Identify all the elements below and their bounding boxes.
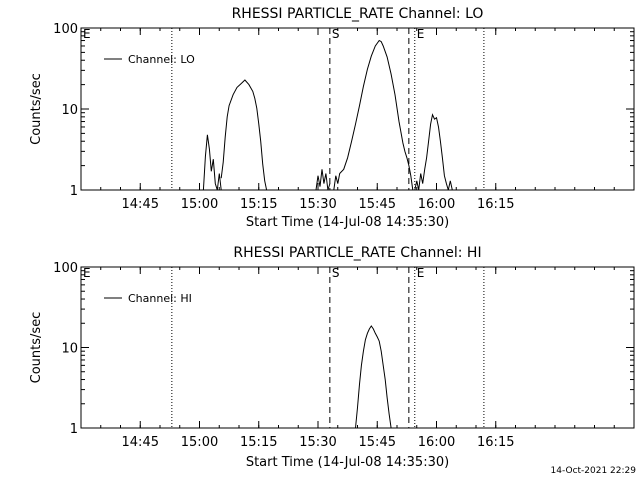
panel-1-x-axis-label: Start Time (14-Jul-08 14:35:30) <box>246 215 449 230</box>
panel-1-x-tick-label: 15:00 <box>181 197 218 212</box>
panel-2-y-axis-label: Counts/sec <box>29 312 44 384</box>
panel-1-series-line-segment-2 <box>220 79 268 191</box>
panel-1-series-line-segment-4 <box>333 39 414 191</box>
panel-1-y-tick-label: 1 <box>70 184 78 199</box>
panel-2-marker-label: E <box>417 266 425 280</box>
panel-1-x-tick-label: 15:15 <box>240 197 277 212</box>
panel-1-x-tick-label: 15:30 <box>299 197 336 212</box>
panel-2-x-tick-label: 16:00 <box>418 435 455 450</box>
panel-2-y-tick-label: 10 <box>61 342 78 357</box>
panel-1-series-line-segment-5 <box>414 113 453 191</box>
panel-2-legend-label: Channel: HI <box>128 292 192 305</box>
panel-2-x-tick-label: 15:45 <box>359 435 396 450</box>
panel-1-marker-label: E <box>417 27 425 41</box>
panel-1-y-axis-label: Counts/sec <box>29 73 44 145</box>
panel-1-x-tick-label: 16:00 <box>418 197 455 212</box>
panel-2-x-tick-label: 16:15 <box>477 435 514 450</box>
panel-1-y-tick-label: 100 <box>53 22 78 37</box>
panel-1-marker-label: S <box>332 27 340 41</box>
footer-timestamp: 14-Oct-2021 22:29 <box>550 466 636 476</box>
panel-2-title: RHESSI PARTICLE_RATE Channel: HI <box>233 245 481 261</box>
panel-2-x-axis-label: Start Time (14-Jul-08 14:35:30) <box>246 455 449 470</box>
panel-1-marker-label: E <box>83 27 91 41</box>
panel-1-x-tick-label: 14:45 <box>122 197 159 212</box>
panel-2-x-tick-label: 14:45 <box>122 435 159 450</box>
panel-1-legend-label: Channel: LO <box>128 53 195 66</box>
panel-1-y-tick-label: 10 <box>61 103 78 118</box>
panel-2-y-tick-label: 100 <box>53 261 78 276</box>
panel-2-marker-label: E <box>83 266 91 280</box>
panel-2-series-line-segment-1 <box>355 325 392 429</box>
panel-1-series-line-segment-1 <box>202 134 222 191</box>
panel-2-x-tick-label: 15:00 <box>181 435 218 450</box>
panel-2-marker-label: S <box>332 266 340 280</box>
panel-2-x-tick-label: 15:15 <box>240 435 277 450</box>
panel-2-y-tick-label: 1 <box>70 422 78 437</box>
panel-1-x-tick-label: 16:15 <box>477 197 514 212</box>
panel-2-x-tick-label: 15:30 <box>299 435 336 450</box>
panel-1-series-line-segment-3 <box>315 169 331 191</box>
panel-1-title: RHESSI PARTICLE_RATE Channel: LO <box>232 6 484 22</box>
panel-1-x-tick-label: 15:45 <box>359 197 396 212</box>
